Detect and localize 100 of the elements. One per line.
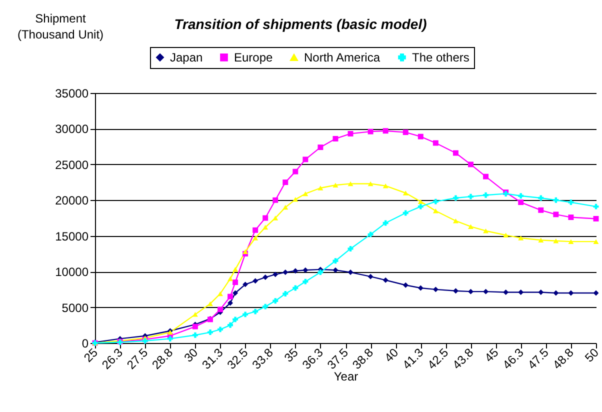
- point: [318, 270, 324, 276]
- point: [332, 267, 338, 273]
- point: [568, 239, 574, 244]
- point: [368, 232, 374, 238]
- point: [348, 130, 354, 136]
- point: [318, 186, 324, 190]
- point: [518, 236, 524, 240]
- point: [468, 162, 474, 168]
- point: [332, 258, 338, 264]
- point: [538, 207, 544, 213]
- point: [553, 290, 559, 296]
- point: [282, 290, 288, 296]
- point: [252, 308, 258, 314]
- point: [382, 277, 388, 283]
- point: [503, 290, 509, 296]
- point: [503, 232, 509, 238]
- x-tick-label: 45: [482, 345, 502, 365]
- point: [468, 194, 474, 200]
- point: [518, 193, 524, 199]
- x-tick-label: 35: [282, 345, 302, 365]
- point: [272, 197, 278, 203]
- point: [348, 270, 354, 276]
- point: [252, 227, 258, 233]
- y-tick-label: 5000: [62, 300, 89, 315]
- point: [368, 181, 374, 186]
- point: [432, 140, 438, 146]
- point: [272, 216, 278, 220]
- point: [432, 208, 438, 214]
- point: [302, 191, 308, 196]
- x-tick-label: 46.3: [500, 345, 527, 372]
- point: [232, 316, 238, 322]
- point: [593, 216, 599, 222]
- y-axis-title: Shipment (Thousand Unit): [17, 12, 104, 42]
- point: [593, 239, 599, 244]
- point: [218, 291, 223, 296]
- legend-label: Europe: [234, 50, 274, 64]
- point: [553, 197, 559, 203]
- point: [192, 332, 198, 338]
- point: [568, 200, 574, 206]
- point: [292, 168, 298, 174]
- y-tick-label: 15000: [55, 229, 89, 244]
- point: [302, 278, 308, 284]
- y-tick-label: 20000: [55, 194, 89, 208]
- point: [207, 330, 213, 336]
- point: [452, 218, 458, 224]
- point: [228, 294, 234, 300]
- point: [292, 197, 298, 202]
- legend-label: Japan: [170, 50, 203, 64]
- point: [272, 298, 278, 304]
- point: [593, 290, 599, 296]
- point: [483, 174, 489, 180]
- point: [402, 190, 408, 196]
- point: [468, 224, 474, 229]
- point: [167, 336, 173, 342]
- point: [192, 312, 198, 317]
- point: [452, 150, 458, 156]
- point: [553, 238, 559, 244]
- point: [452, 195, 458, 201]
- point: [538, 290, 544, 296]
- point: [332, 182, 338, 188]
- point: [232, 280, 238, 286]
- point: [218, 306, 223, 312]
- point: [302, 156, 308, 162]
- point: [262, 224, 268, 230]
- point: [282, 270, 288, 276]
- point: [402, 130, 408, 136]
- point: [252, 278, 258, 284]
- point: [228, 300, 234, 306]
- x-tick-label: 41.3: [400, 345, 426, 372]
- x-tick-label: 48.8: [550, 345, 577, 372]
- x-tick-label: 40: [382, 345, 402, 365]
- point: [207, 301, 213, 306]
- point: [272, 272, 278, 278]
- point: [228, 276, 234, 282]
- x-tick-label: 43.8: [450, 345, 476, 372]
- point: [348, 246, 354, 252]
- point: [318, 144, 324, 150]
- y-tick-label: 0: [82, 336, 89, 350]
- point: [483, 288, 489, 294]
- point: [242, 312, 248, 318]
- point: [418, 199, 424, 204]
- y-tick-label: 35000: [55, 86, 89, 100]
- point: [262, 215, 268, 221]
- x-tick-label: 50: [582, 345, 602, 365]
- point: [518, 290, 524, 296]
- point: [292, 268, 298, 274]
- point: [483, 192, 489, 198]
- point: [242, 282, 248, 288]
- x-axis-title: Year: [334, 369, 358, 384]
- point: [218, 326, 223, 332]
- point: [282, 180, 288, 186]
- point: [432, 286, 438, 292]
- point: [262, 274, 268, 280]
- point: [242, 249, 248, 254]
- point: [302, 267, 308, 273]
- point: [232, 267, 238, 272]
- point: [568, 214, 574, 220]
- point: [382, 128, 388, 134]
- legend-label: North America: [304, 50, 380, 64]
- y-tick-label: 10000: [55, 265, 89, 280]
